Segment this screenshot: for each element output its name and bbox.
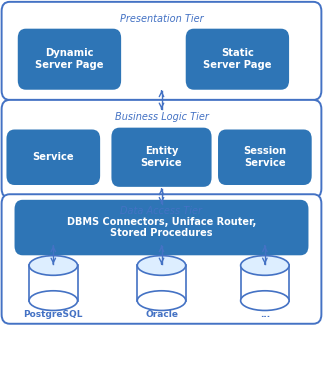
FancyBboxPatch shape (111, 128, 212, 187)
Ellipse shape (29, 256, 78, 275)
Ellipse shape (241, 291, 289, 310)
Text: Oracle: Oracle (145, 310, 178, 319)
FancyBboxPatch shape (2, 100, 321, 198)
FancyBboxPatch shape (18, 29, 121, 90)
FancyBboxPatch shape (6, 130, 100, 185)
Ellipse shape (241, 256, 289, 275)
Polygon shape (137, 266, 186, 300)
FancyBboxPatch shape (186, 29, 289, 90)
Ellipse shape (29, 291, 78, 310)
Text: Static
Server Page: Static Server Page (203, 48, 272, 70)
Text: Presentation Tier: Presentation Tier (120, 14, 203, 24)
FancyBboxPatch shape (2, 194, 321, 324)
Polygon shape (29, 266, 78, 300)
FancyBboxPatch shape (2, 2, 321, 100)
Text: Business Logic Tier: Business Logic Tier (115, 112, 208, 122)
Ellipse shape (137, 291, 186, 310)
FancyBboxPatch shape (218, 130, 312, 185)
Text: PostgreSQL: PostgreSQL (24, 310, 83, 319)
Ellipse shape (137, 256, 186, 275)
Text: Data Access Tier: Data Access Tier (120, 206, 203, 216)
Polygon shape (241, 266, 289, 300)
Text: Dynamic
Server Page: Dynamic Server Page (35, 48, 104, 70)
Text: Entity
Service: Entity Service (141, 147, 182, 168)
FancyBboxPatch shape (15, 200, 308, 255)
Text: DBMS Connectors, Uniface Router,
Stored Procedures: DBMS Connectors, Uniface Router, Stored … (67, 217, 256, 238)
Text: Session
Service: Session Service (243, 147, 287, 168)
Text: Service: Service (33, 152, 74, 162)
Text: ...: ... (260, 310, 270, 319)
